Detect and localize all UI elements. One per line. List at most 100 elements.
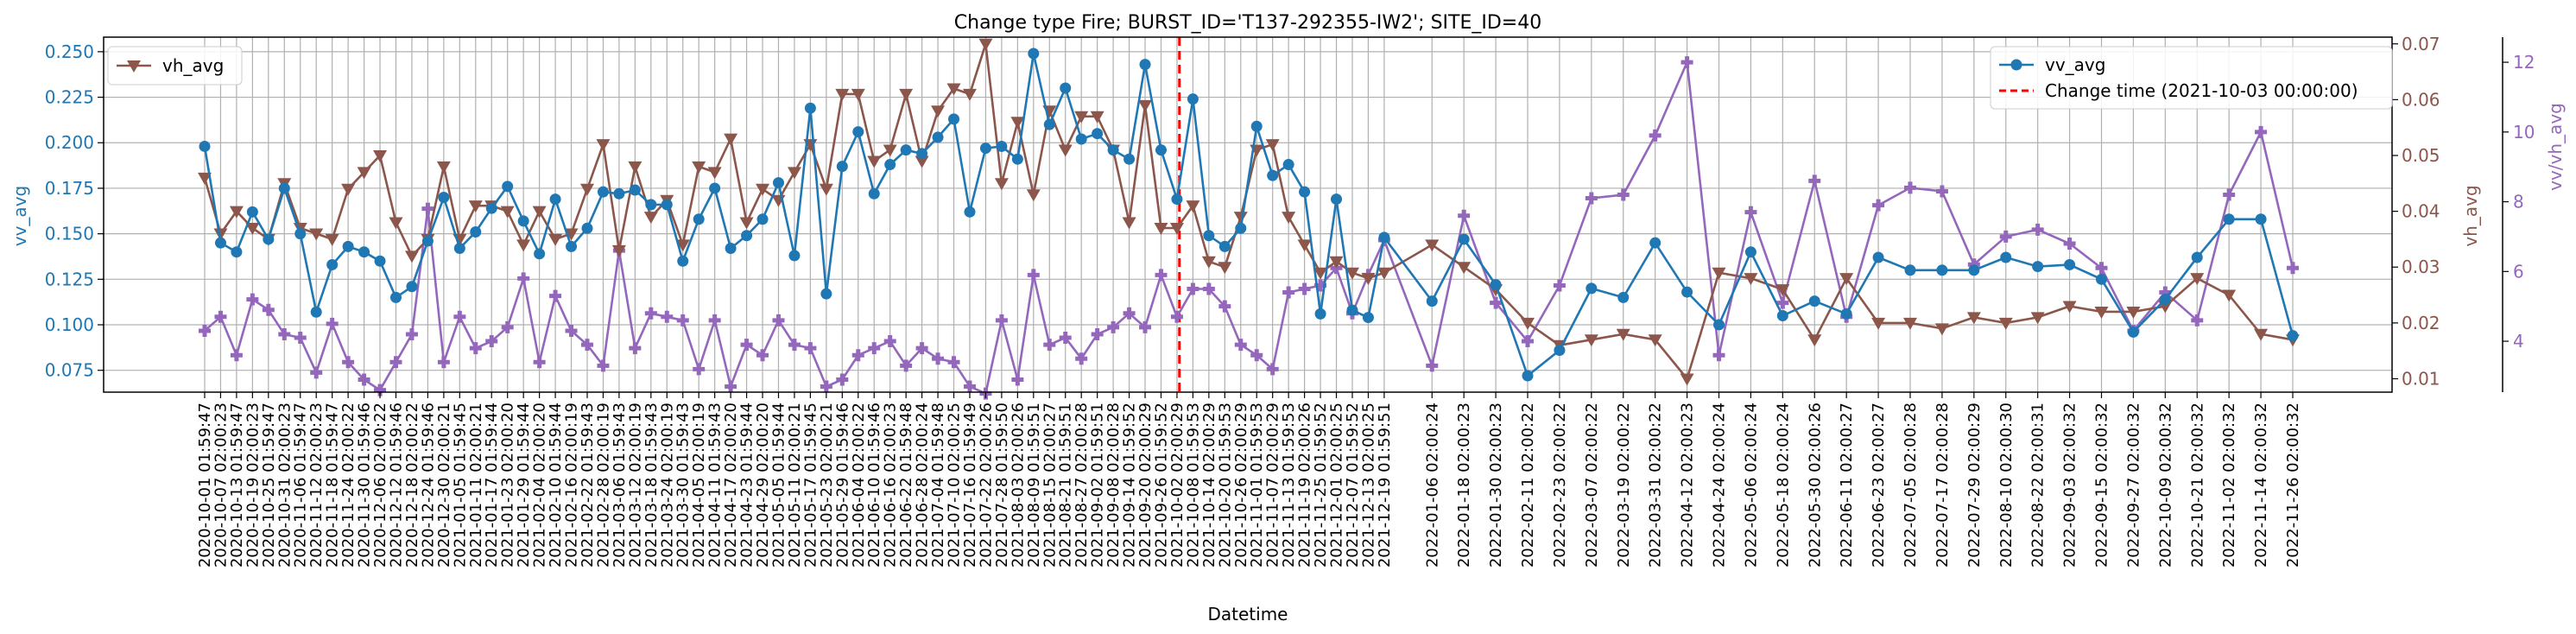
data-point [374, 255, 386, 267]
data-point [1010, 117, 1025, 130]
data-point [2223, 188, 2236, 201]
x-tick-label: 2021-10-02 02:00:29 [1168, 403, 1187, 567]
data-point [1521, 317, 1535, 330]
data-point [1139, 59, 1151, 71]
data-point [643, 212, 658, 225]
data-point [787, 167, 801, 180]
x-tick-label: 2022-01-18 02:00:23 [1455, 403, 1473, 567]
data-point [579, 183, 594, 196]
axis-left: 0.075 0.100 0.125 0.150 0.175 0.200 0.225 0.250 [45, 41, 104, 381]
data-point [1839, 273, 1854, 286]
data-point [1999, 230, 2012, 243]
x-tick-label: 2021-11-25 01:59:52 [1312, 403, 1330, 567]
data-point [964, 206, 976, 218]
tick-label: 0.07 [2402, 34, 2440, 54]
data-point [851, 349, 864, 362]
data-point [1331, 193, 1343, 206]
x-tick-label: 2020-12-12 01:59:46 [388, 403, 406, 567]
data-point [1123, 153, 1136, 165]
data-point [2191, 314, 2204, 327]
data-point [899, 88, 914, 101]
data-point [198, 172, 212, 185]
data-point [1553, 279, 1566, 292]
x-tick-label: 2021-02-10 01:59:44 [547, 403, 565, 567]
data-point [1091, 327, 1104, 340]
x-tick-label: 2021-03-06 01:59:43 [611, 403, 629, 567]
data-point [1712, 349, 1725, 362]
data-point [1681, 286, 1693, 298]
data-point [1107, 144, 1119, 156]
data-point [1234, 339, 1247, 352]
data-point [851, 88, 865, 101]
data-point [835, 88, 850, 101]
data-point [2254, 328, 2269, 341]
data-point [1314, 279, 1327, 292]
data-point [2223, 213, 2235, 225]
data-point [2126, 306, 2141, 319]
data-point [1266, 363, 1279, 376]
data-point [1935, 185, 1948, 198]
x-tick-label: 2020-11-24 02:00:22 [339, 403, 358, 567]
data-point [263, 233, 275, 245]
x-tick-label: 2022-03-07 02:00:22 [1583, 403, 1601, 567]
data-point [2094, 306, 2109, 319]
x-tick-label: 2021-10-20 01:59:53 [1216, 403, 1234, 567]
data-point [548, 233, 563, 246]
x-tick-label: 2021-04-11 01:59:43 [706, 403, 725, 567]
data-point [341, 183, 356, 196]
data-point [1936, 264, 1948, 276]
x-tick-label: 2021-01-17 01:59:44 [483, 403, 501, 567]
x-tick-label: 2020-12-24 01:59:46 [419, 403, 437, 567]
axis-right-vh: 0.01 0.02 0.03 0.04 0.05 0.06 0.07 [2392, 34, 2440, 389]
tick-label: 0.125 [45, 269, 94, 289]
data-point [804, 342, 817, 355]
x-tick-label: 2021-07-10 02:00:25 [946, 403, 964, 567]
data-point [1617, 188, 1630, 201]
data-point [421, 202, 434, 215]
data-point [1425, 239, 1440, 252]
x-tick-label: 2022-07-29 02:00:29 [1965, 403, 1984, 567]
data-point [1060, 82, 1072, 94]
data-point [788, 250, 801, 262]
x-tick-label: 2021-08-15 02:00:27 [1041, 403, 1059, 567]
x-tick-label: 2021-12-07 01:59:52 [1344, 403, 1362, 567]
data-point [1378, 231, 1390, 244]
data-point [580, 339, 593, 352]
data-point [2095, 262, 2108, 275]
x-tick-label: 2022-11-02 02:00:32 [2220, 403, 2238, 567]
data-point [1490, 279, 1502, 291]
data-point [819, 183, 833, 196]
x-tick-label: 2021-11-13 01:59:53 [1280, 403, 1298, 567]
data-point [1649, 237, 1661, 249]
x-tick-label: 2022-04-12 02:00:23 [1679, 403, 1697, 567]
data-point [469, 342, 482, 355]
x-tick-label: 2021-07-22 02:00:26 [977, 403, 995, 567]
data-point [1616, 328, 1630, 341]
x-tick-label: 2021-01-29 01:59:44 [515, 403, 533, 567]
data-point [995, 314, 1008, 327]
x-tick-label: 2021-02-28 02:00:19 [595, 403, 613, 567]
data-point [931, 105, 946, 118]
data-point [596, 139, 611, 152]
data-point [389, 356, 402, 369]
data-point [517, 215, 529, 227]
x-tick-label: 2022-02-11 02:00:22 [1519, 403, 1537, 567]
x-tick-label: 2022-09-03 02:00:32 [2061, 403, 2079, 567]
x-tick-label: 2022-07-05 02:00:28 [1902, 403, 1920, 567]
data-point [962, 88, 977, 101]
data-point [1554, 345, 1566, 357]
x-tick-label: 2021-05-29 01:59:46 [833, 403, 851, 567]
data-point [421, 235, 434, 247]
data-point [629, 342, 642, 355]
data-point [1329, 256, 1344, 269]
data-point [739, 217, 754, 230]
tick-label: 0.225 [45, 87, 94, 108]
x-tick-label: 2021-04-05 02:00:19 [690, 403, 708, 567]
data-point [1155, 269, 1168, 282]
x-tick-label: 2021-07-04 01:59:48 [929, 403, 947, 567]
data-point [214, 310, 227, 323]
data-point [1744, 206, 1757, 219]
tick-label: 0.04 [2402, 201, 2440, 222]
